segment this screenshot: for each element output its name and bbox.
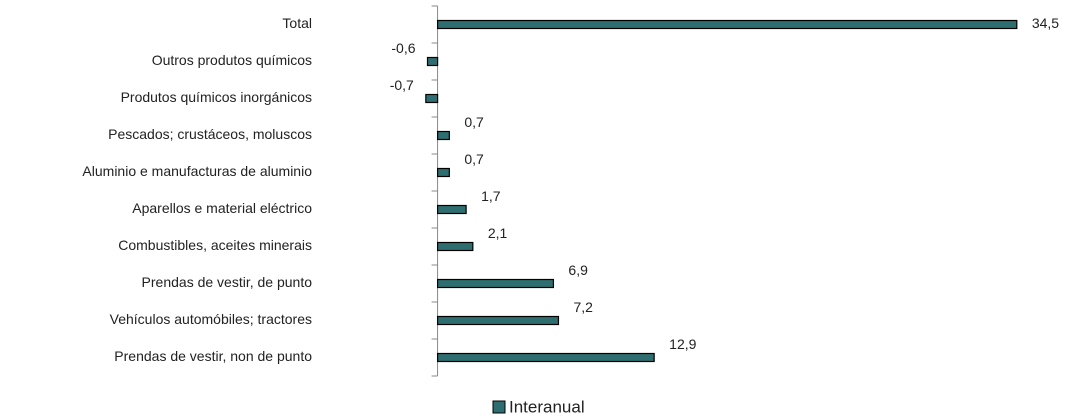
bar (436, 19, 1018, 30)
y-tick-label: Prendas de vestir, de punto (142, 274, 313, 290)
value-label: -0,7 (390, 77, 414, 93)
value-label: -0,6 (391, 40, 415, 56)
y-tick-label: Vehículos automóbiles; tractores (110, 311, 312, 327)
y-tick-label: Combustibles, aceites minerais (118, 237, 312, 253)
bar (436, 352, 655, 363)
value-label: 12,9 (669, 336, 696, 352)
value-label: 6,9 (568, 262, 588, 278)
bar (436, 315, 560, 326)
value-label: 0,7 (464, 151, 484, 167)
bar (436, 167, 450, 178)
value-label: 1,7 (481, 188, 501, 204)
bar (426, 56, 439, 67)
y-tick-label: Aluminio e manufacturas de aluminio (82, 163, 312, 179)
legend-label: Interanual (509, 397, 585, 415)
y-tick-label: Aparellos e material eléctrico (132, 200, 312, 216)
y-tick-label: Total (282, 15, 312, 31)
bar (436, 204, 467, 215)
value-label: 0,7 (464, 114, 484, 130)
bar (436, 130, 450, 141)
y-tick-label: Produtos químicos inorgánicos (121, 89, 312, 105)
legend-swatch (492, 400, 506, 414)
value-label: 34,5 (1032, 15, 1059, 31)
value-label: 7,2 (573, 299, 593, 315)
y-tick-label: Pescados; crustáceos, moluscos (108, 126, 312, 142)
bar (436, 278, 555, 289)
bar (425, 93, 439, 104)
y-tick-label: Prendas de vestir, non de punto (114, 348, 312, 364)
value-label: 2,1 (488, 225, 508, 241)
y-tick-label: Outros produtos químicos (152, 52, 312, 68)
bar (436, 241, 474, 252)
